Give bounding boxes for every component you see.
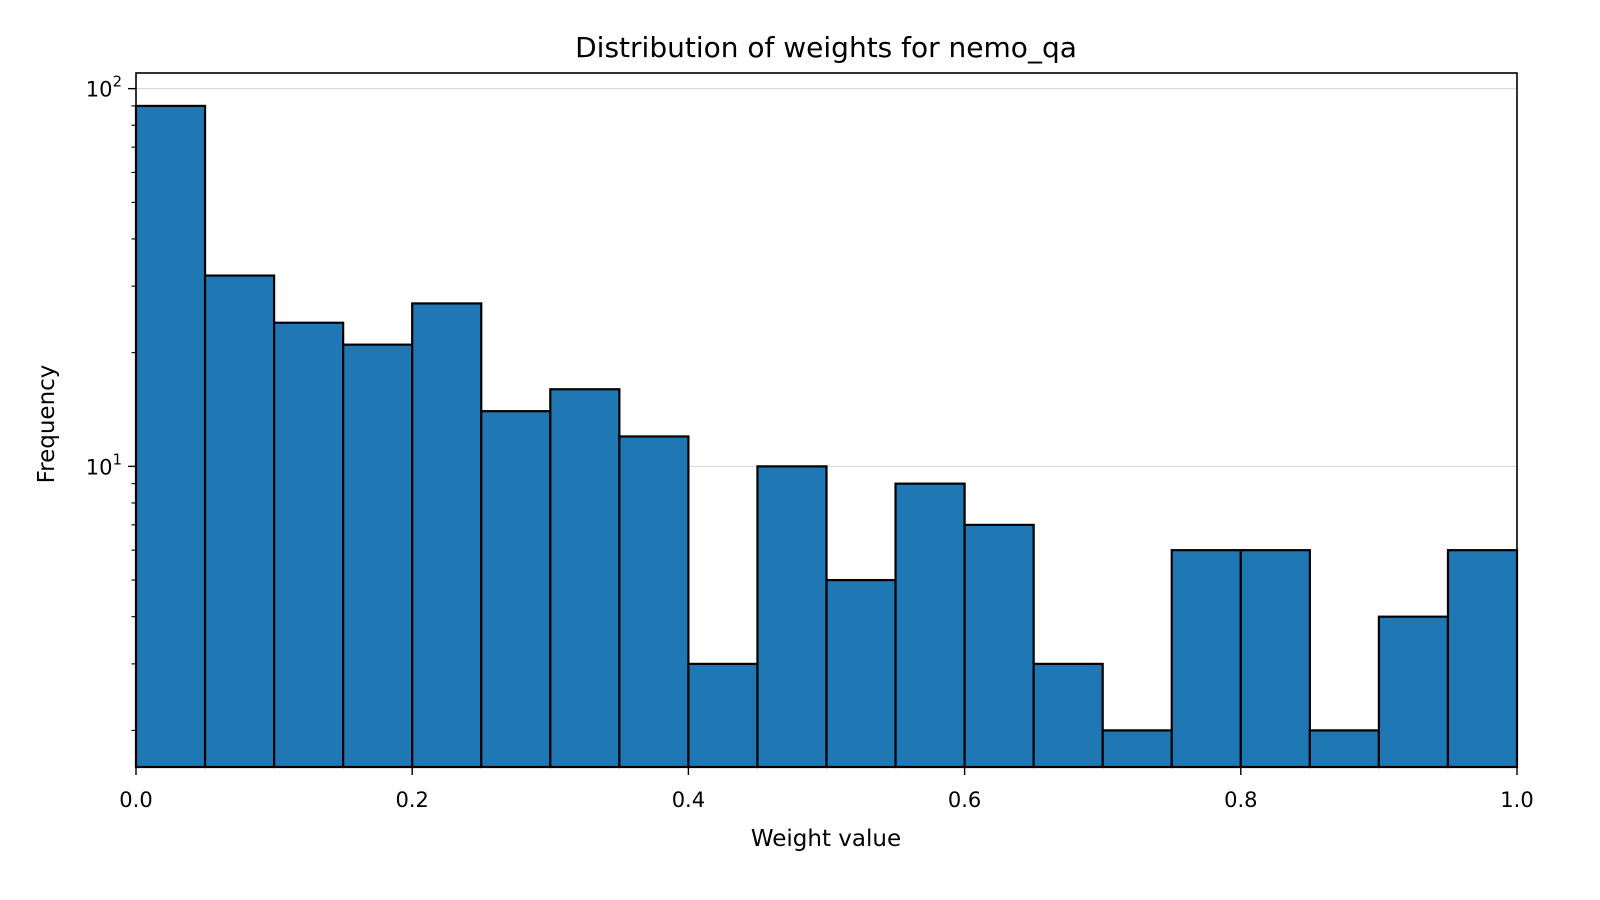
histogram-bar <box>825 578 897 769</box>
histogram-bar <box>1170 549 1242 769</box>
histogram-bar <box>894 482 966 769</box>
histogram-bar <box>134 104 207 769</box>
x-tick-label: 0.8 <box>1224 788 1257 812</box>
y-tick-label: 101 <box>86 450 122 479</box>
histogram-bar <box>1377 615 1450 769</box>
histogram-bar <box>1308 729 1380 769</box>
histogram-bar <box>963 523 1035 769</box>
y-axis-ticks: 101 102 <box>86 73 136 731</box>
histogram-bar <box>618 435 690 769</box>
x-tick-label: 0.2 <box>395 788 428 812</box>
x-tick-label: 0.0 <box>119 788 152 812</box>
y-axis-label: Frequency <box>34 365 60 484</box>
plot-frame <box>135 72 1518 768</box>
x-tick-label: 1.0 <box>1500 788 1533 812</box>
histogram-bar <box>1239 549 1311 769</box>
histogram-bar <box>411 302 483 769</box>
histogram-bar <box>687 662 759 769</box>
histogram-bar <box>549 388 621 769</box>
histogram-bar <box>480 410 552 769</box>
histogram-bar <box>273 321 345 769</box>
histogram-bar <box>1032 662 1104 769</box>
histogram-bar <box>342 343 414 769</box>
chart-title: Distribution of weights for nemo_qa <box>575 31 1077 64</box>
x-tick-label: 0.4 <box>672 788 705 812</box>
histogram-bar <box>1101 729 1173 769</box>
y-tick-label: 102 <box>86 73 122 102</box>
x-axis-ticks: 0.0 0.2 0.4 0.6 0.8 1.0 <box>119 767 1534 812</box>
x-axis-label: Weight value <box>751 826 901 852</box>
histogram-bar <box>203 274 276 769</box>
histogram-bars <box>134 104 1519 769</box>
x-tick-label: 0.6 <box>948 788 981 812</box>
histogram-bar <box>1446 549 1519 769</box>
histogram-bar <box>756 465 828 769</box>
